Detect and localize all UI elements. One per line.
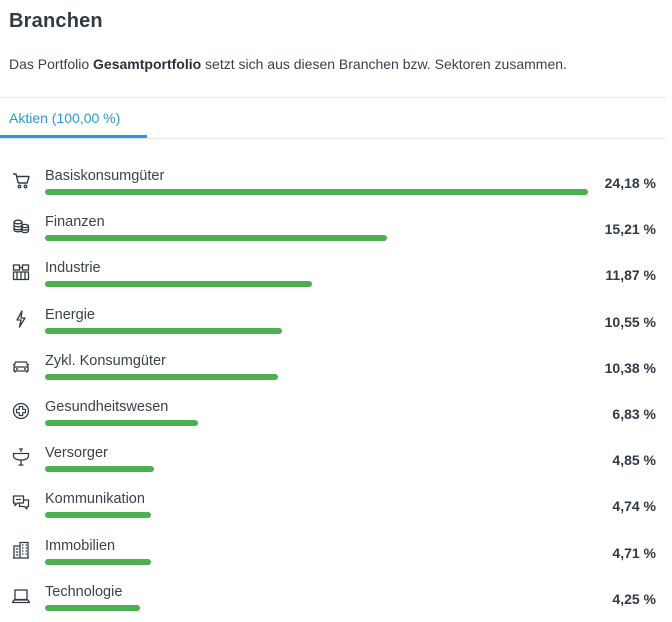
sector-percentage: 11,87 %: [605, 267, 656, 284]
sector-row: Industrie 11,87 %: [0, 252, 672, 292]
sector-row: Versorger 4,85 %: [0, 437, 672, 477]
sector-percentage: 10,38 %: [604, 359, 656, 376]
sector-bar: [45, 420, 199, 426]
sector-bar: [45, 281, 312, 288]
sector-row: Energie 10,55 %: [0, 299, 672, 339]
sector-row: Zykl. Konsumgüter 10,38 %: [0, 345, 672, 385]
laptop-icon: [11, 586, 31, 606]
sector-bar-track: [45, 604, 588, 611]
sector-percentage: 6,83 %: [612, 406, 656, 422]
sector-name: Kommunikation: [45, 491, 145, 508]
sector-row: Basiskonsumgüter 24,18 %: [0, 160, 672, 200]
description-text-start: Das Portfolio: [9, 56, 94, 72]
sector-row: Kommunikation 4,74 %: [0, 483, 672, 523]
sector-percentage: 4,71 %: [612, 544, 656, 561]
sector-name: Basiskonsumgüter: [45, 168, 165, 184]
faucet-icon: [11, 447, 31, 467]
sector-name: Gesundheitswesen: [45, 399, 169, 415]
sector-bar: [45, 327, 282, 334]
sector-bar-track: [45, 281, 588, 288]
sector-bar-track: [45, 558, 588, 565]
sector-name: Versorger: [45, 445, 108, 462]
lightning-icon: [11, 309, 31, 329]
sector-bar: [45, 235, 387, 242]
shopping-cart-icon: [11, 170, 31, 190]
tab-aktien[interactable]: Aktien (100,00 %): [0, 98, 147, 138]
sector-name: Energie: [45, 306, 95, 323]
sector-bar-track: [45, 466, 588, 473]
sector-name: Finanzen: [45, 214, 105, 231]
sector-bar: [45, 604, 141, 611]
sector-bar-track: [45, 420, 588, 426]
sector-bar-track: [45, 327, 588, 334]
page-title: Branchen: [9, 10, 103, 32]
sector-percentage: 4,85 %: [612, 452, 656, 469]
sector-percentage: 4,25 %: [612, 590, 656, 607]
sector-row: Technologie 4,25 %: [0, 576, 672, 616]
sector-percentage: 15,21 %: [604, 221, 656, 238]
sector-name: Industrie: [45, 260, 101, 277]
car-icon: [11, 355, 31, 375]
sector-row: Gesundheitswesen 6,83 %: [0, 391, 672, 431]
sector-name: Immobilien: [45, 537, 116, 554]
sector-bar: [45, 189, 588, 195]
description-text-end: setzt sich aus diesen Branchen bzw. Sekt…: [201, 56, 567, 72]
portfolio-name: Gesamtportfolio: [93, 56, 202, 72]
chat-bubbles-icon: [11, 493, 31, 513]
sector-percentage: 4,74 %: [612, 498, 656, 515]
sector-percentage: 24,18 %: [604, 175, 656, 191]
sector-bar-track: [45, 235, 588, 242]
sector-bar: [45, 373, 279, 380]
medical-cross-icon: [11, 401, 31, 421]
sector-name: Zykl. Konsumgüter: [45, 352, 166, 369]
sector-name: Technologie: [45, 583, 123, 600]
page-description: Das Portfolio Gesamtportfolio setzt sich…: [9, 56, 567, 72]
sector-bar: [45, 558, 151, 565]
sector-bar: [45, 512, 152, 519]
asset-class-tabs: Aktien (100,00 %): [0, 97, 666, 139]
building-icon: [11, 540, 31, 560]
sector-bar: [45, 466, 154, 473]
sector-row: Immobilien 4,71 %: [0, 530, 672, 570]
factory-icon: [11, 262, 31, 282]
sector-percentage: 10,55 %: [604, 313, 656, 330]
coins-icon: [11, 216, 31, 236]
sector-bar-track: [45, 373, 588, 380]
sector-row: Finanzen 15,21 %: [0, 206, 672, 246]
sector-bar-track: [45, 512, 588, 519]
sector-bar-track: [45, 189, 588, 195]
